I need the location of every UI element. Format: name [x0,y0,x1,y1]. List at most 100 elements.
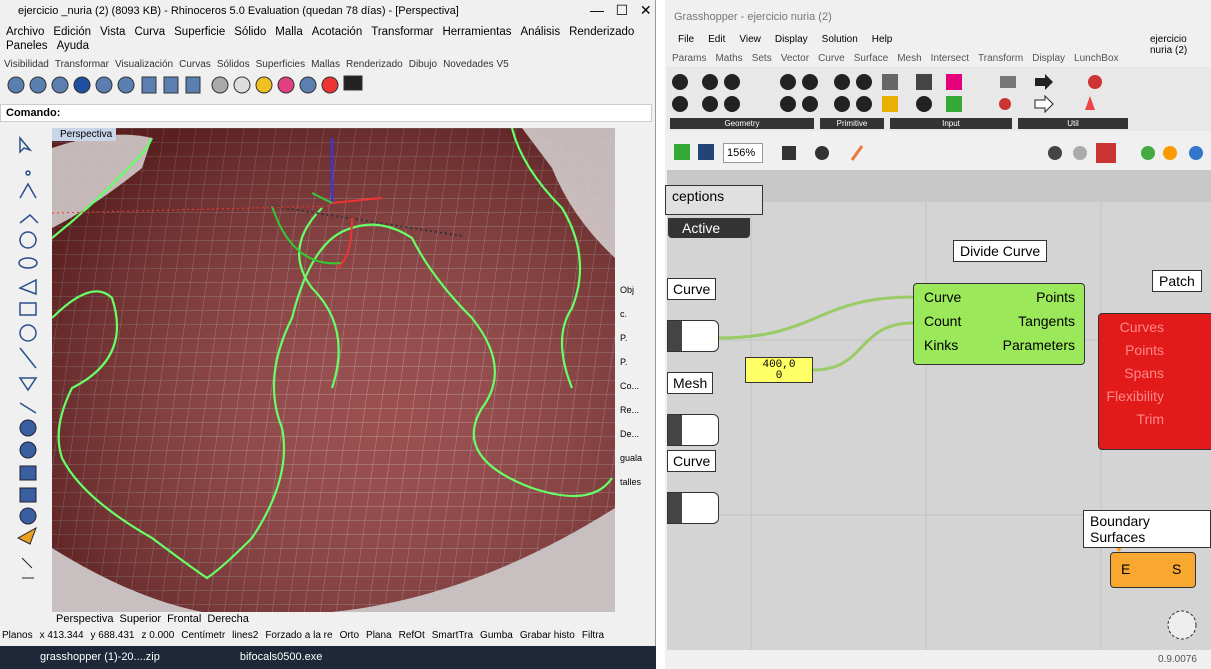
menu-item[interactable]: Transformar [371,26,434,38]
gh-tab[interactable]: LunchBox [1074,53,1119,64]
menu-item[interactable]: Vista [100,26,126,38]
side-panel-item-list: Obj c. P. P. Co... Re... De... guala talles [620,285,652,487]
menu-item[interactable]: Sólido [234,26,267,38]
menu-item[interactable]: Archivo [6,26,45,38]
gh-menu-item[interactable]: File [678,34,695,45]
viewport-tab[interactable]: Superior [119,613,162,625]
output-port: Parameters [1002,337,1075,353]
toolbar-icons[interactable] [4,72,424,98]
toolbar-tab[interactable]: Sólidos [216,59,250,70]
viewport-tab-list: Perspectiva Superior Frontal Derecha [56,613,249,625]
viewport-tab[interactable]: Derecha [207,613,249,625]
viewport[interactable] [52,128,615,612]
status-item: Centímetr [181,630,226,641]
menu-item[interactable]: Ayuda [56,40,89,52]
gh-tab[interactable]: Mesh [897,53,922,64]
input-port: Points [1125,342,1164,358]
gh-menu-item-list: File Edit View Display Solution Help [678,34,892,45]
viewport-tab[interactable]: Perspectiva [56,613,114,625]
status-item: y 688.431 [90,630,135,641]
menu-item[interactable]: Edición [53,26,92,38]
menu-item[interactable]: Análisis [520,26,561,38]
ribbon-icons[interactable] [670,70,1110,118]
menu-item-list: Archivo Edición Vista Curva Superficie Sólido… [6,26,646,52]
output-port: Tangents [1018,313,1075,329]
gh-menu-item[interactable]: View [739,34,761,45]
boundary-component[interactable] [1110,552,1196,588]
toolbar-tab[interactable]: Visibilidad [4,59,49,70]
toolbar-tab[interactable]: Curvas [179,59,211,70]
menu-item[interactable]: Herramientas [442,26,512,38]
input-port: E [1121,561,1131,577]
menu-item[interactable]: Malla [275,26,303,38]
toolbar-tab[interactable]: Visualización [114,59,174,70]
gh-tab[interactable]: Surface [853,53,889,64]
toolbar-tab[interactable]: Novedades V5 [443,59,509,70]
ribbon-group: Util [1018,118,1128,129]
side-panel-item: Re... [620,405,640,415]
active-label[interactable]: Active [668,218,750,238]
gh-tab[interactable]: Curve [818,53,845,64]
viewport-label[interactable]: Perspectiva [60,129,113,140]
divide-curve-component[interactable] [913,283,1085,365]
status-item: SmartTra [431,630,474,641]
gh-menu-item[interactable]: Edit [708,34,726,45]
left-toolbar[interactable] [0,128,52,612]
gh-tab[interactable]: Params [672,53,707,64]
gh-tab[interactable]: Maths [715,53,743,64]
taskbar-item: grasshopper (1)-20....zip [40,651,160,663]
gh-tab[interactable]: Intersect [930,53,970,64]
side-panel-item: Obj [620,285,635,295]
ribbon-group: Geometry [670,118,814,129]
gh-tab[interactable]: Transform [978,53,1024,64]
output-port: Points [1036,289,1075,305]
toolbar-tab[interactable]: Dibujo [408,59,438,70]
status-item-list: Planos x 413.344 y 688.431 z 0.000 Centímetr… [2,630,604,641]
command-line[interactable] [0,104,652,122]
input-port: Curve [924,289,962,305]
toolbar-tab[interactable]: Transformar [54,59,109,70]
toolbar-tab[interactable]: Mallas [311,59,340,70]
input-port-list: Curves Points Spans Flexibility Trim [1104,319,1164,427]
output-port: S [1172,561,1182,577]
status-item: Forzado a la re [265,630,333,641]
menu-item[interactable]: Curva [134,26,166,38]
status-item: Grabar histo [519,630,575,641]
window-controls[interactable]: — ☐ ✕ [590,2,652,18]
viewport-tab[interactable]: Frontal [167,613,202,625]
side-panel-item: P. [620,357,628,367]
version: 0.9.0076 [1158,654,1197,665]
param-label: Curve [667,450,717,472]
menu-item[interactable]: Renderizado [569,26,635,38]
gh-document: ejercicio nuria (2) [1150,34,1188,56]
zoom-box[interactable]: 156% [723,143,763,163]
patch-component[interactable] [1098,313,1211,450]
canvas-toolbar[interactable] [670,138,1210,168]
side-panel-item: De... [620,429,640,439]
gh-menu-item[interactable]: Solution [821,34,858,45]
status-item: x 413.344 [39,630,84,641]
status-item: z 0.000 [141,630,175,641]
taskbar-item: bifocals0500.exe [239,651,323,663]
param[interactable]: Curve [667,450,719,524]
input-port: Count [924,313,962,329]
gh-tab[interactable]: Sets [751,53,772,64]
input-port: Spans [1124,365,1164,381]
gh-tab[interactable]: Display [1032,53,1066,64]
component-label: Boundary Surfaces [1083,510,1211,548]
taskbar [0,646,656,669]
toolbar-tab[interactable]: Renderizado [346,59,403,70]
param[interactable]: Curve [667,278,719,352]
param[interactable]: Mesh [667,372,719,446]
side-panel-item: talles [620,477,642,487]
window-title: ejercicio _nuria (2) (8093 KB) - Rhinoce… [18,5,459,17]
toolbar-tab[interactable]: Superficies [255,59,306,70]
group-label[interactable]: ceptions [665,185,763,215]
gh-menu-item[interactable]: Help [871,34,893,45]
menu-item[interactable]: Acotación [311,26,363,38]
gh-tab[interactable]: Vector [780,53,810,64]
menu-item[interactable]: Paneles [6,40,48,52]
input-port: Flexibility [1106,388,1164,404]
menu-item[interactable]: Superficie [174,26,226,38]
gh-menu-item[interactable]: Display [774,34,808,45]
